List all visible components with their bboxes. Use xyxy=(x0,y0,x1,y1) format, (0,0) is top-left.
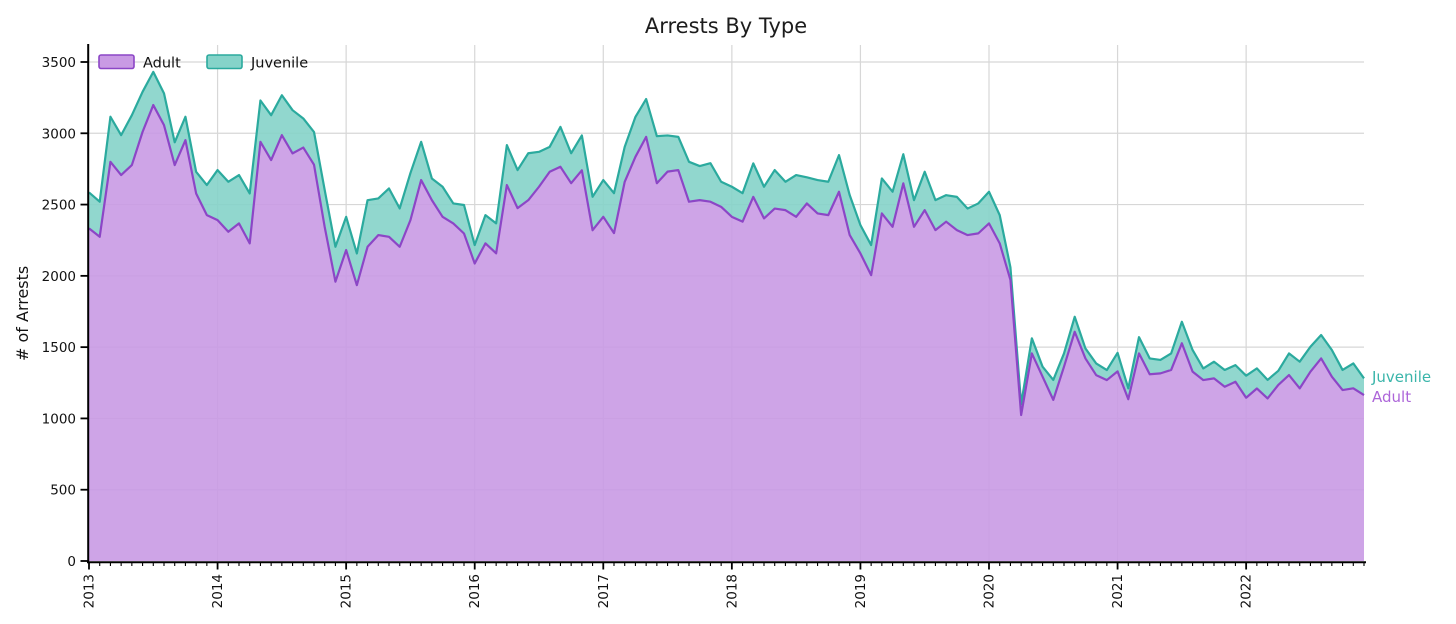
y-tick-label: 2000 xyxy=(42,269,76,285)
x-tick-label: 2014 xyxy=(210,574,226,608)
legend-swatch-adult xyxy=(98,54,135,70)
x-tick-label: 2016 xyxy=(467,574,483,608)
legend: Adult Juvenile xyxy=(98,54,308,72)
y-tick-label: 3000 xyxy=(42,126,76,142)
y-tick-labels: 0 500 1000 1500 2000 2500 3000 3500 xyxy=(42,55,76,570)
stacked-areas xyxy=(88,70,1365,561)
legend-label-adult: Adult xyxy=(143,56,181,72)
adult-area xyxy=(89,105,1364,561)
y-tick-label: 500 xyxy=(50,483,76,499)
legend-swatch-juvenile xyxy=(206,54,243,70)
x-tick-label: 2021 xyxy=(1110,574,1126,608)
x-tick-label: 2018 xyxy=(724,574,740,608)
x-tick-label: 2013 xyxy=(82,574,98,608)
juvenile-top-line xyxy=(88,70,1365,406)
x-tick-label: 2017 xyxy=(596,574,612,608)
x-tick-labels: 2013 2014 2015 2016 2017 2018 2019 2020 2021 2022 xyxy=(82,574,1255,608)
series-end-label-juvenile: Juvenile xyxy=(1371,368,1431,386)
y-tick-label: 1000 xyxy=(42,411,76,427)
y-tick-label: 2500 xyxy=(42,198,76,214)
adult-top-line xyxy=(88,103,1365,417)
juvenile-area xyxy=(89,71,1364,416)
y-tick-label: 0 xyxy=(67,554,76,570)
legend-label-juvenile: Juvenile xyxy=(250,56,308,72)
x-tick-label: 2022 xyxy=(1239,574,1255,608)
x-tick-label: 2019 xyxy=(853,574,869,608)
series-end-label-adult: Adult xyxy=(1372,388,1411,406)
y-tick-label: 1500 xyxy=(42,340,76,356)
y-axis-label: # of Arrests xyxy=(13,266,32,361)
axes-and-ticks xyxy=(80,44,1366,570)
x-tick-label: 2020 xyxy=(982,574,998,608)
chart-title: Arrests By Type xyxy=(645,14,807,38)
y-tick-label: 3500 xyxy=(42,55,76,71)
x-tick-label: 2015 xyxy=(339,574,355,608)
